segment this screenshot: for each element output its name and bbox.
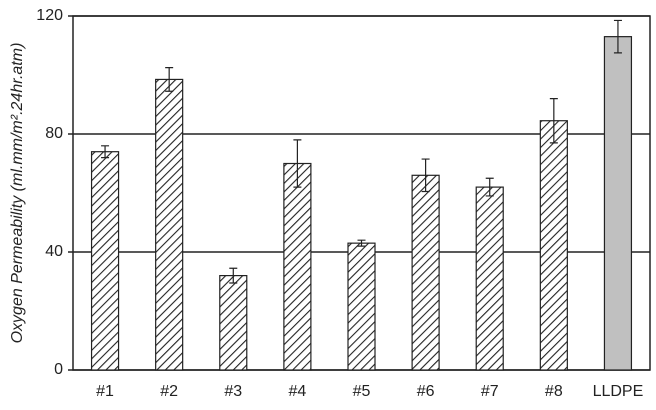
bar — [539, 120, 568, 371]
bar — [603, 36, 633, 371]
x-tick-label: LLDPE — [593, 383, 644, 400]
bar — [411, 174, 440, 371]
y-axis-title: Oxygen Permeability (ml.mm/m².24hr.atm) — [9, 43, 26, 344]
x-tick-label: #5 — [353, 383, 371, 400]
y-tick-label: 0 — [54, 361, 63, 378]
x-tick-label: #2 — [160, 383, 178, 400]
error-bar — [421, 158, 430, 193]
bar — [347, 242, 376, 371]
y-tick-label: 40 — [45, 243, 63, 260]
x-tick-label: #4 — [288, 383, 306, 400]
bar — [475, 186, 504, 371]
x-tick-label: #3 — [224, 383, 242, 400]
x-tick-label: #1 — [96, 383, 114, 400]
y-tick-label: 120 — [36, 7, 63, 24]
bar — [219, 275, 248, 371]
bar — [155, 78, 184, 371]
x-tick-label: #8 — [545, 383, 563, 400]
error-bar — [293, 139, 302, 188]
x-tick-label: #6 — [417, 383, 435, 400]
bar — [283, 162, 312, 371]
error-bar — [613, 19, 622, 54]
error-bar — [357, 239, 366, 247]
y-tick-label: 80 — [45, 125, 63, 142]
error-bar — [229, 267, 238, 284]
error-bar — [485, 177, 494, 197]
error-bar — [101, 145, 110, 159]
error-bar — [549, 98, 558, 144]
error-bar — [165, 67, 174, 92]
x-tick-label: #7 — [481, 383, 499, 400]
bar — [90, 151, 120, 371]
